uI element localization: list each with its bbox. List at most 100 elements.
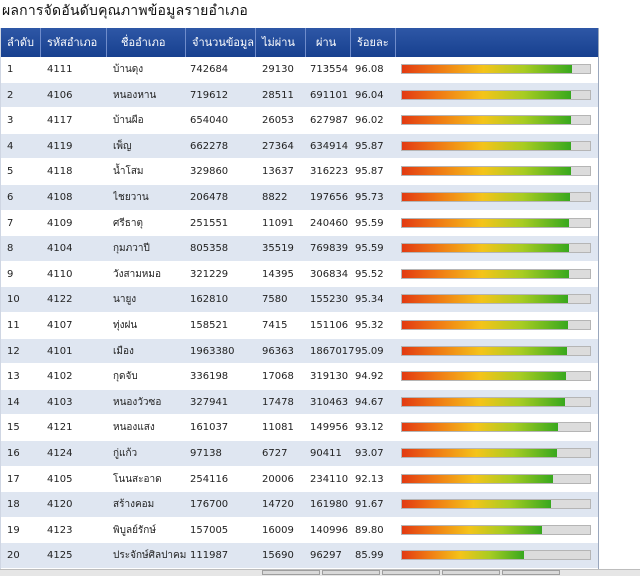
cell-total-records: 97138 [190,447,222,459]
quality-bar-fill [402,192,570,201]
cell-rank: 6 [7,191,14,203]
cell-percent: 95.52 [355,268,384,280]
cell-rank: 3 [7,115,14,127]
table-row[interactable]: 11 4107 ทุ่งฝน 158521 7415 151106 95.32 [1,312,598,339]
quality-bar-fill [402,65,572,73]
cell-failed: 15690 [262,550,294,562]
quality-bar-fill [402,218,570,227]
cell-district-code: 4109 [47,217,73,229]
quality-bar-fill [402,320,568,329]
cell-passed: 634914 [310,140,349,152]
quality-bar [401,191,591,202]
toolbar-button[interactable] [262,570,320,575]
header-bar [396,28,598,57]
table-row[interactable]: 1 4111 บ้านดุง 742684 29130 713554 96.08 [1,57,598,83]
table-row[interactable]: 10 4122 นายูง 162810 7580 155230 95.34 [1,287,598,313]
table-body: 1 4111 บ้านดุง 742684 29130 713554 96.08 2 4106 ห… [1,57,598,569]
header-rank[interactable]: ลำดับ [1,28,41,57]
header-passed[interactable]: ผ่าน [306,28,351,57]
table-row[interactable]: 9 4110 วังสามหมอ 321229 14395 306834 95.52 [1,261,598,288]
cell-total-records: 329860 [190,166,229,178]
table-row[interactable]: 15 4121 หนองแสง 161037 11081 149956 93.12 [1,415,598,441]
table-row[interactable]: 4 4119 เพ็ญ 662278 27364 634914 95.87 [1,133,598,160]
table-row[interactable]: 7 4109 ศรีธาตุ 251551 11091 240460 95.59 [1,210,598,237]
cell-failed: 96363 [262,345,294,357]
cell-failed: 17478 [262,396,294,408]
cell-district-name: วังสามหมอ [113,268,161,280]
cell-district-name: นายูง [113,294,137,306]
cell-district-name: สร้างคอม [113,499,155,511]
cell-district-code: 4122 [47,294,73,306]
cell-district-name: หนองหาน [113,89,157,101]
quality-bar [401,115,591,126]
quality-bar-fill [402,116,572,125]
table-row[interactable]: 2 4106 หนองหาน 719612 28511 691101 96.04 [1,82,598,109]
quality-bar [401,319,591,330]
table-row[interactable]: 17 4105 โนนสะอาด 254116 20006 234110 92.13 [1,466,598,493]
toolbar-button[interactable] [442,570,500,575]
cell-rank: 19 [7,524,20,536]
quality-bar [401,422,591,433]
table-row[interactable]: 6 4108 ไชยวาน 206478 8822 197656 95.73 [1,184,598,211]
cell-passed: 234110 [310,473,349,485]
header-failed[interactable]: ไม่ผ่าน [256,28,306,57]
cell-passed: 310463 [310,396,349,408]
cell-total-records: 742684 [190,64,229,75]
cell-percent: 95.87 [355,166,384,178]
quality-bar-fill [402,500,551,509]
cell-rank: 17 [7,473,20,485]
table-row[interactable]: 12 4101 เมือง 1963380 96363 1867017 95.09 [1,338,598,365]
cell-failed: 11091 [262,217,294,229]
cell-passed: 691101 [310,89,349,101]
cell-district-code: 4117 [47,115,73,127]
cell-district-code: 4102 [47,371,73,383]
cell-passed: 316223 [310,166,349,178]
cell-district-name: เมือง [113,345,134,357]
table-row[interactable]: 8 4104 กุมภวาปี 805358 35519 769839 95.59 [1,236,598,262]
table-row[interactable]: 18 4120 สร้างคอม 176700 14720 161980 91.67 [1,492,598,518]
table-row[interactable]: 3 4117 บ้านผือ 654040 26053 627987 96.02 [1,108,598,134]
header-percent[interactable]: ร้อยละ [351,28,396,57]
quality-bar-fill [402,372,567,381]
cell-district-name: เพ็ญ [113,140,132,152]
quality-bar-fill [402,448,558,457]
quality-bar-fill [402,551,525,560]
toolbar-button[interactable] [382,570,440,575]
table-row[interactable]: 20 4125 ประจักษ์ศิลปาคม 111987 15690 96297 85.… [1,543,598,569]
quality-bar [401,371,591,382]
cell-district-code: 4125 [47,550,73,562]
cell-percent: 94.67 [355,396,384,408]
cell-total-records: 157005 [190,524,229,536]
cell-rank: 5 [7,166,14,178]
cell-district-code: 4119 [47,140,73,152]
table-row[interactable]: 19 4123 พิบูลย์รักษ์ 157005 16009 140996 89.80 [1,517,598,544]
cell-passed: 713554 [310,64,349,75]
cell-rank: 10 [7,294,20,306]
cell-district-code: 4123 [47,524,73,536]
cell-passed: 96297 [310,550,342,562]
cell-percent: 95.34 [355,294,384,306]
cell-rank: 8 [7,243,14,255]
cell-total-records: 321229 [190,268,229,280]
cell-passed: 161980 [310,499,349,511]
cell-failed: 27364 [262,140,294,152]
header-district-code[interactable]: รหัสอำเภอ [41,28,107,57]
table-row[interactable]: 13 4102 กุดจับ 336198 17068 319130 94.92 [1,364,598,390]
toolbar-button[interactable] [502,570,560,575]
toolbar-button[interactable] [322,570,380,575]
header-district-name[interactable]: ชื่ออำเภอ [107,28,186,57]
table-row[interactable]: 14 4103 หนองวัวซอ 327941 17478 310463 94.67 [1,389,598,416]
cell-district-code: 4105 [47,473,73,485]
cell-failed: 26053 [262,115,294,127]
cell-rank: 12 [7,345,20,357]
quality-bar [401,499,591,510]
cell-rank: 4 [7,140,14,152]
cell-rank: 18 [7,499,20,511]
table-row[interactable]: 5 4118 น้ำโสม 329860 13637 316223 95.87 [1,159,598,185]
quality-bar [401,447,591,458]
quality-bar-fill [402,269,569,278]
cell-percent: 93.07 [355,447,384,459]
table-row[interactable]: 16 4124 กู่แก้ว 97138 6727 90411 93.07 [1,440,598,467]
cell-district-name: ศรีธาตุ [113,217,143,229]
header-total-records[interactable]: จำนวนข้อมูล [186,28,256,57]
